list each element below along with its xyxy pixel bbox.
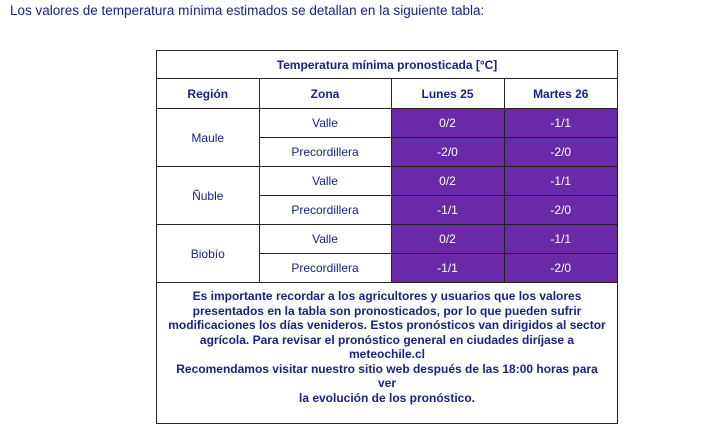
region-cell-biobio: Biobío — [157, 224, 260, 283]
forecast-table-container: Temperatura mínima pronosticada [°C] Reg… — [156, 50, 618, 424]
zona-cell: Valle — [258, 166, 392, 196]
zona-cell: Valle — [258, 224, 392, 254]
table-title: Temperatura mínima pronosticada [°C] — [157, 51, 617, 79]
notes-row: Es importante recordar a los agricultore… — [157, 282, 617, 424]
notes-line: Recomendamos visitar nuestro sitio web d… — [176, 361, 598, 391]
notes-line: modificaciones los días venideros. Estos… — [168, 318, 606, 332]
forecast-table: Temperatura mínima pronosticada [°C] Reg… — [157, 51, 617, 424]
notes-line: meteochile.cl — [348, 347, 426, 361]
lunes-value-cell: 0/2 — [390, 166, 505, 196]
zona-cell: Precordillera — [259, 253, 392, 283]
martes-value-cell: -1/1 — [503, 108, 617, 138]
table-row: Biobío Valle 0/2 -1/1 — [157, 224, 617, 283]
header-region: Región — [157, 78, 260, 109]
notes-line: presentados en la tabla son pronosticado… — [192, 303, 582, 318]
notes-cell: Es importante recordar a los agricultore… — [157, 282, 617, 424]
region-cell-maule: Maule — [157, 108, 260, 167]
header-lunes: Lunes 25 — [390, 78, 505, 109]
notes-line: Es importante recordar a los agricultore… — [192, 289, 582, 303]
header-martes: Martes 26 — [503, 78, 617, 109]
table-title-row: Temperatura mínima pronosticada [°C] — [157, 51, 617, 79]
martes-value-cell: -1/1 — [503, 224, 617, 254]
martes-value-cell: -2/0 — [503, 195, 617, 225]
zona-cell: Valle — [258, 108, 392, 138]
region-cell-nuble: Ñuble — [157, 166, 260, 225]
martes-value-cell: -2/0 — [503, 137, 617, 167]
table-row: Precordillera -2/0 -2/0 — [157, 137, 617, 167]
table-row: Precordillera -1/1 -2/0 — [157, 195, 617, 225]
lunes-value-cell: -1/1 — [390, 253, 505, 283]
lunes-value-cell: -2/0 — [390, 137, 505, 167]
notes-line: agrícola. Para revisar el pronóstico gen… — [199, 332, 575, 347]
zona-cell: Precordillera — [259, 137, 392, 167]
table-row: Precordillera -1/1 -2/0 — [157, 253, 617, 283]
martes-value-cell: -1/1 — [503, 166, 617, 196]
lunes-value-cell: -1/1 — [390, 195, 505, 225]
zona-cell: Precordillera — [259, 195, 392, 225]
martes-value-cell: -2/0 — [503, 253, 617, 283]
table-row: Ñuble Valle 0/2 -1/1 — [157, 166, 617, 225]
notes-line: la evolución de los pronóstico. — [298, 390, 476, 405]
table-row: Maule Valle 0/2 -1/1 — [157, 108, 617, 167]
table-header-row: Región Zona Lunes 25 Martes 26 — [157, 78, 617, 109]
header-zona: Zona — [258, 78, 392, 109]
intro-text: Los valores de temperatura mínima estima… — [10, 3, 485, 18]
lunes-value-cell: 0/2 — [390, 224, 505, 254]
lunes-value-cell: 0/2 — [390, 108, 505, 138]
